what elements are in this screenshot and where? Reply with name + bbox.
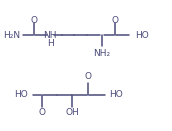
- Text: HO: HO: [110, 90, 123, 99]
- Text: O: O: [39, 108, 45, 117]
- Text: O: O: [112, 16, 119, 25]
- Text: OH: OH: [66, 108, 79, 117]
- Text: O: O: [84, 72, 91, 81]
- Text: HO: HO: [14, 90, 28, 99]
- Text: NH₂: NH₂: [93, 49, 110, 58]
- Text: O: O: [31, 16, 38, 25]
- Text: H: H: [47, 39, 54, 48]
- Text: HO: HO: [135, 31, 149, 40]
- Text: H₂N: H₂N: [3, 31, 20, 40]
- Text: NH: NH: [43, 31, 56, 40]
